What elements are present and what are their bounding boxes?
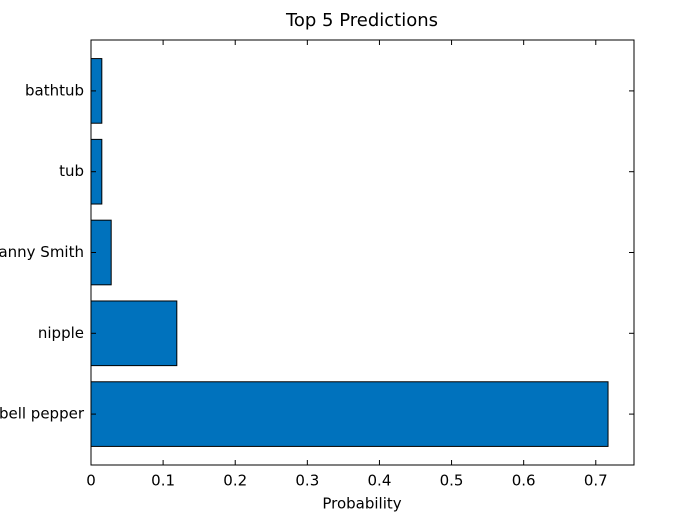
bar: [90, 381, 609, 447]
y-tick-label: bathtub: [25, 81, 84, 99]
y-tick-label: bell pepper: [0, 405, 85, 423]
chart-title: Top 5 Predictions: [285, 10, 438, 31]
x-tick-label: 0.1: [151, 472, 175, 490]
x-tick-label: 0: [86, 472, 96, 490]
x-axis-label: Probability: [322, 495, 401, 513]
y-tick-label: tub: [59, 162, 84, 180]
x-tick-label: 0.2: [223, 472, 247, 490]
x-tick-label: 0.7: [584, 472, 608, 490]
x-tick-label: 0.6: [512, 472, 536, 490]
y-tick-label: Granny Smith: [0, 243, 84, 261]
x-tick-label: 0.4: [368, 472, 392, 490]
bar: [90, 300, 178, 367]
x-tick-label: 0.5: [440, 472, 464, 490]
plot-frame: [90, 39, 635, 466]
y-tick-label: nipple: [38, 324, 84, 342]
x-tick-label: 0.3: [295, 472, 319, 490]
